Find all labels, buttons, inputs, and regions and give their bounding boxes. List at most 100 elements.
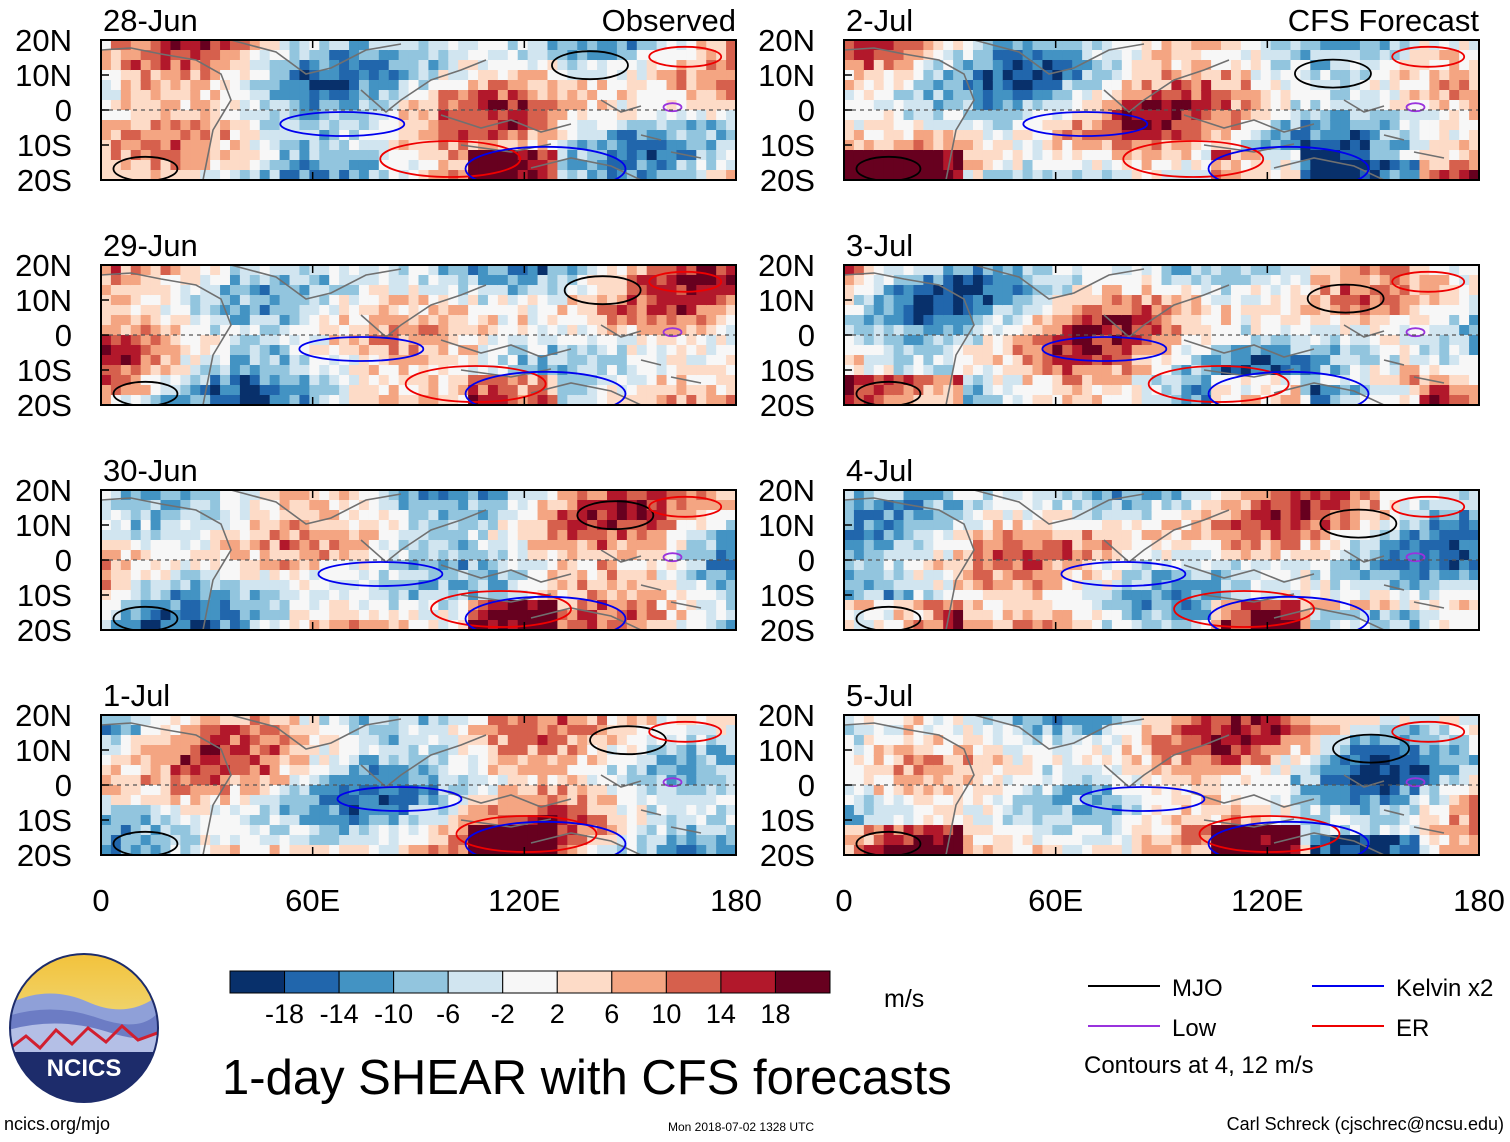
shear-cell xyxy=(428,580,439,591)
shear-cell xyxy=(120,385,132,396)
shear-cell xyxy=(319,295,330,306)
shear-cell xyxy=(646,560,658,571)
shear-cell xyxy=(458,385,469,396)
shear-cell xyxy=(547,140,559,151)
shear-cell xyxy=(1379,70,1391,81)
shear-cell xyxy=(180,295,191,306)
shear-cell xyxy=(646,795,658,806)
shear-cell xyxy=(1310,100,1321,111)
shear-cell xyxy=(517,385,529,396)
shear-cell xyxy=(101,150,112,161)
shear-cell xyxy=(468,395,479,405)
shear-cell xyxy=(388,295,400,306)
shear-cell xyxy=(140,70,152,81)
shear-cell xyxy=(368,160,380,171)
shear-cell xyxy=(547,120,559,131)
shear-cell xyxy=(497,500,509,511)
shear-cell xyxy=(418,335,430,346)
shear-cell xyxy=(1181,130,1192,141)
shear-cell xyxy=(1042,80,1053,91)
shear-cell xyxy=(170,70,181,81)
shear-cell xyxy=(1062,285,1073,296)
shear-cell xyxy=(220,775,231,786)
shear-cell xyxy=(329,170,340,180)
shear-cell xyxy=(676,150,687,161)
shear-cell xyxy=(478,140,489,151)
shear-cell xyxy=(557,835,568,846)
shear-cell xyxy=(726,170,736,180)
shear-cell xyxy=(239,620,251,630)
shear-cell xyxy=(170,80,181,91)
shear-cell xyxy=(140,775,152,786)
mjo-contour xyxy=(551,50,629,81)
shear-cell xyxy=(616,745,628,756)
shear-cell xyxy=(893,385,905,396)
shear-cell xyxy=(269,295,281,306)
shear-cell xyxy=(349,345,360,356)
shear-cell xyxy=(130,100,142,111)
shear-cell xyxy=(319,570,330,581)
shear-cell xyxy=(487,510,499,521)
shear-cell xyxy=(339,590,350,601)
shear-cell xyxy=(1131,130,1143,141)
shear-cell xyxy=(438,715,449,726)
shear-cell xyxy=(468,170,479,180)
shear-cell xyxy=(170,520,181,531)
shear-cell xyxy=(140,40,152,51)
shear-cell xyxy=(686,755,697,766)
shear-cell xyxy=(229,345,241,356)
shear-cell xyxy=(992,305,1004,316)
y-tick-label: 10S xyxy=(17,128,72,163)
shear-cell xyxy=(726,90,736,101)
shear-cell xyxy=(170,395,181,405)
shear-cell xyxy=(378,620,390,630)
shear-cell xyxy=(527,520,539,531)
shear-cell xyxy=(696,90,707,101)
shear-cell xyxy=(140,570,152,581)
shear-cell xyxy=(289,305,301,316)
shear-cell xyxy=(487,325,499,336)
shear-cell xyxy=(210,845,221,855)
shear-cell xyxy=(200,755,211,766)
shear-cell xyxy=(853,50,865,61)
shear-cell xyxy=(120,100,132,111)
shear-cell xyxy=(487,825,499,836)
shear-cell xyxy=(972,90,984,101)
shear-cell xyxy=(1062,295,1073,306)
shear-cell xyxy=(607,50,618,61)
shear-cell xyxy=(557,620,568,630)
shear-cell xyxy=(329,590,340,601)
shear-cell xyxy=(716,295,727,306)
shear-cell xyxy=(597,50,608,61)
shear-cell xyxy=(1310,60,1321,71)
shear-cell xyxy=(666,785,678,796)
shear-cell xyxy=(1022,395,1034,405)
shear-cell xyxy=(636,745,648,756)
shear-cell xyxy=(1082,70,1093,81)
shear-cell xyxy=(587,265,598,276)
shear-cell xyxy=(279,365,291,376)
shear-cell xyxy=(1062,80,1073,91)
shear-cell xyxy=(279,160,291,171)
shear-cell xyxy=(567,715,578,726)
shear-cell xyxy=(587,530,598,541)
shear-cell xyxy=(1270,170,1282,180)
shear-cell xyxy=(378,70,390,81)
shear-cell xyxy=(110,160,122,171)
shear-cell xyxy=(398,40,410,51)
shear-cell xyxy=(200,80,211,91)
coastline xyxy=(101,272,232,405)
shear-cell xyxy=(1042,325,1053,336)
shear-cell xyxy=(309,305,320,316)
shear-cell xyxy=(706,60,717,71)
shear-cell xyxy=(1092,80,1103,91)
shear-cell xyxy=(1240,80,1252,91)
shear-cell xyxy=(616,715,628,726)
shear-cell xyxy=(408,825,420,836)
shear-cell xyxy=(537,510,549,521)
shear-cell xyxy=(349,490,360,501)
shear-cell xyxy=(726,335,736,346)
shear-cell xyxy=(972,345,984,356)
shear-cell xyxy=(982,160,994,171)
